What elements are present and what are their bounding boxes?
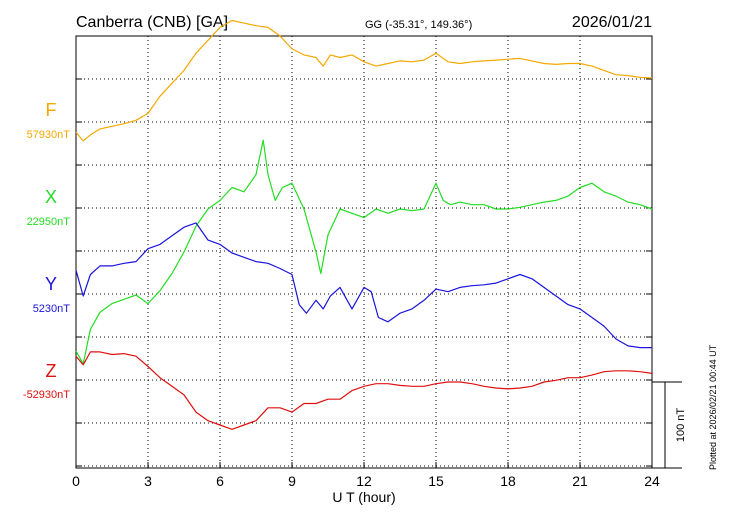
date-label: 2026/01/21 [572,14,652,31]
x-tick-label: 9 [288,473,296,489]
x-tick-label: 15 [428,473,444,489]
scale-bar: 100 nT [652,381,687,469]
coordinates-label: GG (-35.31°, 149.36°) [365,19,472,31]
series-labels: F 57930nT X 22950nT Y 5230nT Z -52930nT [23,100,70,401]
series-name-Z: Z [46,361,57,381]
x-axis: 0 3 6 9 12 15 18 21 24 [72,462,660,489]
x-axis-label: U T (hour) [332,489,395,505]
x-tick-label: 24 [644,473,660,489]
x-tick-label: 6 [216,473,224,489]
series-line-Z [75,351,653,430]
series-name-Y: Y [45,274,57,294]
series-line-X [75,139,653,365]
series-baseline-X: 22950nT [27,216,71,228]
series-name-X: X [45,187,57,207]
plotted-at-label: Plotted at 2026/02/21 00:44 UT [708,344,718,470]
series-lines [75,19,653,430]
x-tick-label: 18 [500,473,516,489]
x-tick-label: 21 [572,473,588,489]
series-line-F [75,19,653,142]
series-baseline-F: 57930nT [27,129,71,141]
station-title: Canberra (CNB) [GA] [76,14,228,31]
series-baseline-Z: -52930nT [23,389,70,401]
scale-bar-label: 100 nT [675,408,687,443]
series-name-F: F [46,100,57,120]
grid [76,35,652,468]
x-tick-label: 12 [356,473,372,489]
series-line-Y [75,222,652,349]
series-baseline-Y: 5230nT [33,303,71,315]
x-tick-label: 0 [72,473,80,489]
x-tick-label: 3 [144,473,152,489]
